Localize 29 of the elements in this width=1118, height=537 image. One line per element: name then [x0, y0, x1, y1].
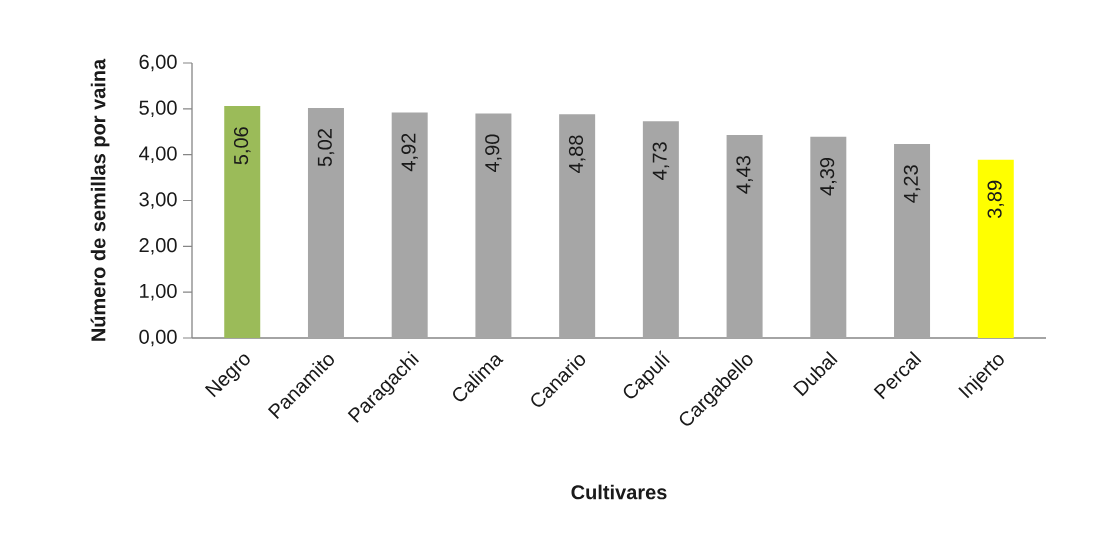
- bar: [726, 134, 763, 338]
- y-tick-label: 1,00: [140, 283, 177, 301]
- y-axis-title: Número de semillas por vaina: [90, 58, 110, 341]
- bar: [559, 114, 596, 338]
- data-label: 5,06: [233, 127, 251, 165]
- data-label: 4,90: [485, 134, 502, 173]
- y-tick-label: 6,00: [139, 54, 177, 72]
- y-tick-label: 4,00: [139, 146, 177, 163]
- y-tick-label: 5,00: [139, 100, 177, 118]
- data-label: 4,39: [820, 157, 837, 196]
- bar: [391, 112, 428, 338]
- data-label: 3,89: [987, 180, 1005, 219]
- bar: [224, 106, 261, 338]
- bar: [894, 144, 931, 338]
- y-tick-label: 2,00: [139, 238, 177, 255]
- data-label: 4,73: [652, 142, 670, 180]
- y-tick-label: 0,00: [139, 329, 177, 347]
- data-label: 4,23: [903, 165, 921, 203]
- data-label: 4,88: [568, 135, 586, 173]
- bar: [307, 107, 344, 338]
- bar: [977, 159, 1014, 338]
- bar: [642, 121, 679, 338]
- bar: [475, 113, 512, 338]
- y-tick-label: 3,00: [139, 192, 177, 209]
- x-axis-title: Cultivares: [571, 484, 667, 500]
- data-label: 5,02: [317, 129, 335, 167]
- data-label: 4,92: [401, 133, 418, 172]
- data-label: 4,43: [736, 156, 753, 194]
- bar: [810, 136, 847, 338]
